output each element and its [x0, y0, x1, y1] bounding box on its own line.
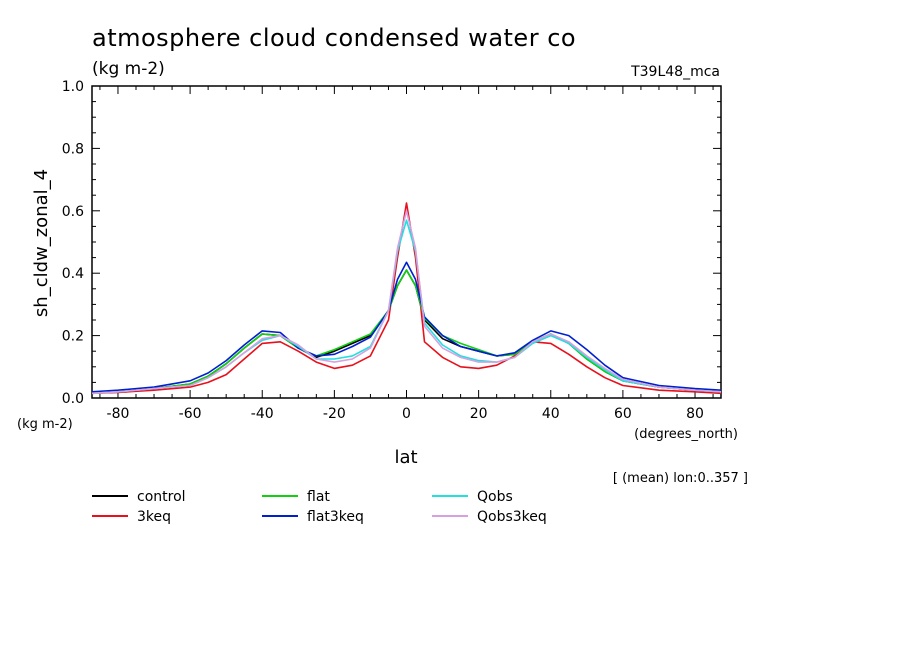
y-tick-label: 0.4: [62, 266, 84, 282]
series-line-control: [91, 269, 722, 395]
x-tick-label: -40: [251, 406, 274, 422]
y-tick-label: 0.0: [62, 391, 84, 407]
y-units-label: (kg m-2): [17, 417, 73, 432]
legend-label-qobs: Qobs: [477, 489, 513, 505]
series-line-qobs3keq: [91, 210, 722, 395]
x-tick-label: 0: [402, 406, 411, 422]
model-label: T39L48_mca: [630, 64, 720, 80]
chart-units: (kg m-2): [92, 59, 165, 79]
series-line-qobs: [91, 219, 722, 395]
x-tick-label: 60: [614, 406, 632, 422]
legend: control 3keq flat flat3keq Qobs Qobs3keq: [92, 489, 547, 525]
plot-frame: [91, 85, 722, 399]
mean-note: [ (mean) lon:0..357 ]: [613, 471, 748, 486]
legend-label-flat: flat: [307, 489, 330, 505]
y-tick-label: 1.0: [62, 79, 84, 95]
x-tick-label: 20: [470, 406, 488, 422]
legend-label-control: control: [137, 489, 186, 505]
chart-title: atmosphere cloud condensed water co: [92, 24, 576, 52]
y-axis-label: sh_cldw_zonal_4: [31, 169, 52, 317]
plot-area: 0.0 0.2 0.4 0.6 0.8 1.0 -80 -60 -40 -20 0 20 40 60 80: [62, 79, 722, 422]
x-units-label: (degrees_north): [634, 427, 738, 442]
x-axis-label: lat: [394, 447, 417, 468]
x-tick-label: -80: [107, 406, 130, 422]
legend-label-qobs3keq: Qobs3keq: [477, 509, 547, 525]
x-tick-label: -60: [179, 406, 202, 422]
y-tick-label: 0.6: [62, 204, 84, 220]
x-tick-label: 40: [542, 406, 560, 422]
x-tick-label: -20: [323, 406, 346, 422]
series-line-3keq: [91, 202, 722, 395]
series-line-flat3keq: [91, 261, 722, 393]
y-tick-label: 0.2: [62, 329, 84, 345]
series-line-flat: [91, 269, 722, 395]
legend-label-3keq: 3keq: [137, 509, 171, 525]
legend-label-flat3keq: flat3keq: [307, 509, 364, 525]
y-tick-label: 0.8: [62, 141, 84, 157]
x-tick-label: 80: [686, 406, 704, 422]
